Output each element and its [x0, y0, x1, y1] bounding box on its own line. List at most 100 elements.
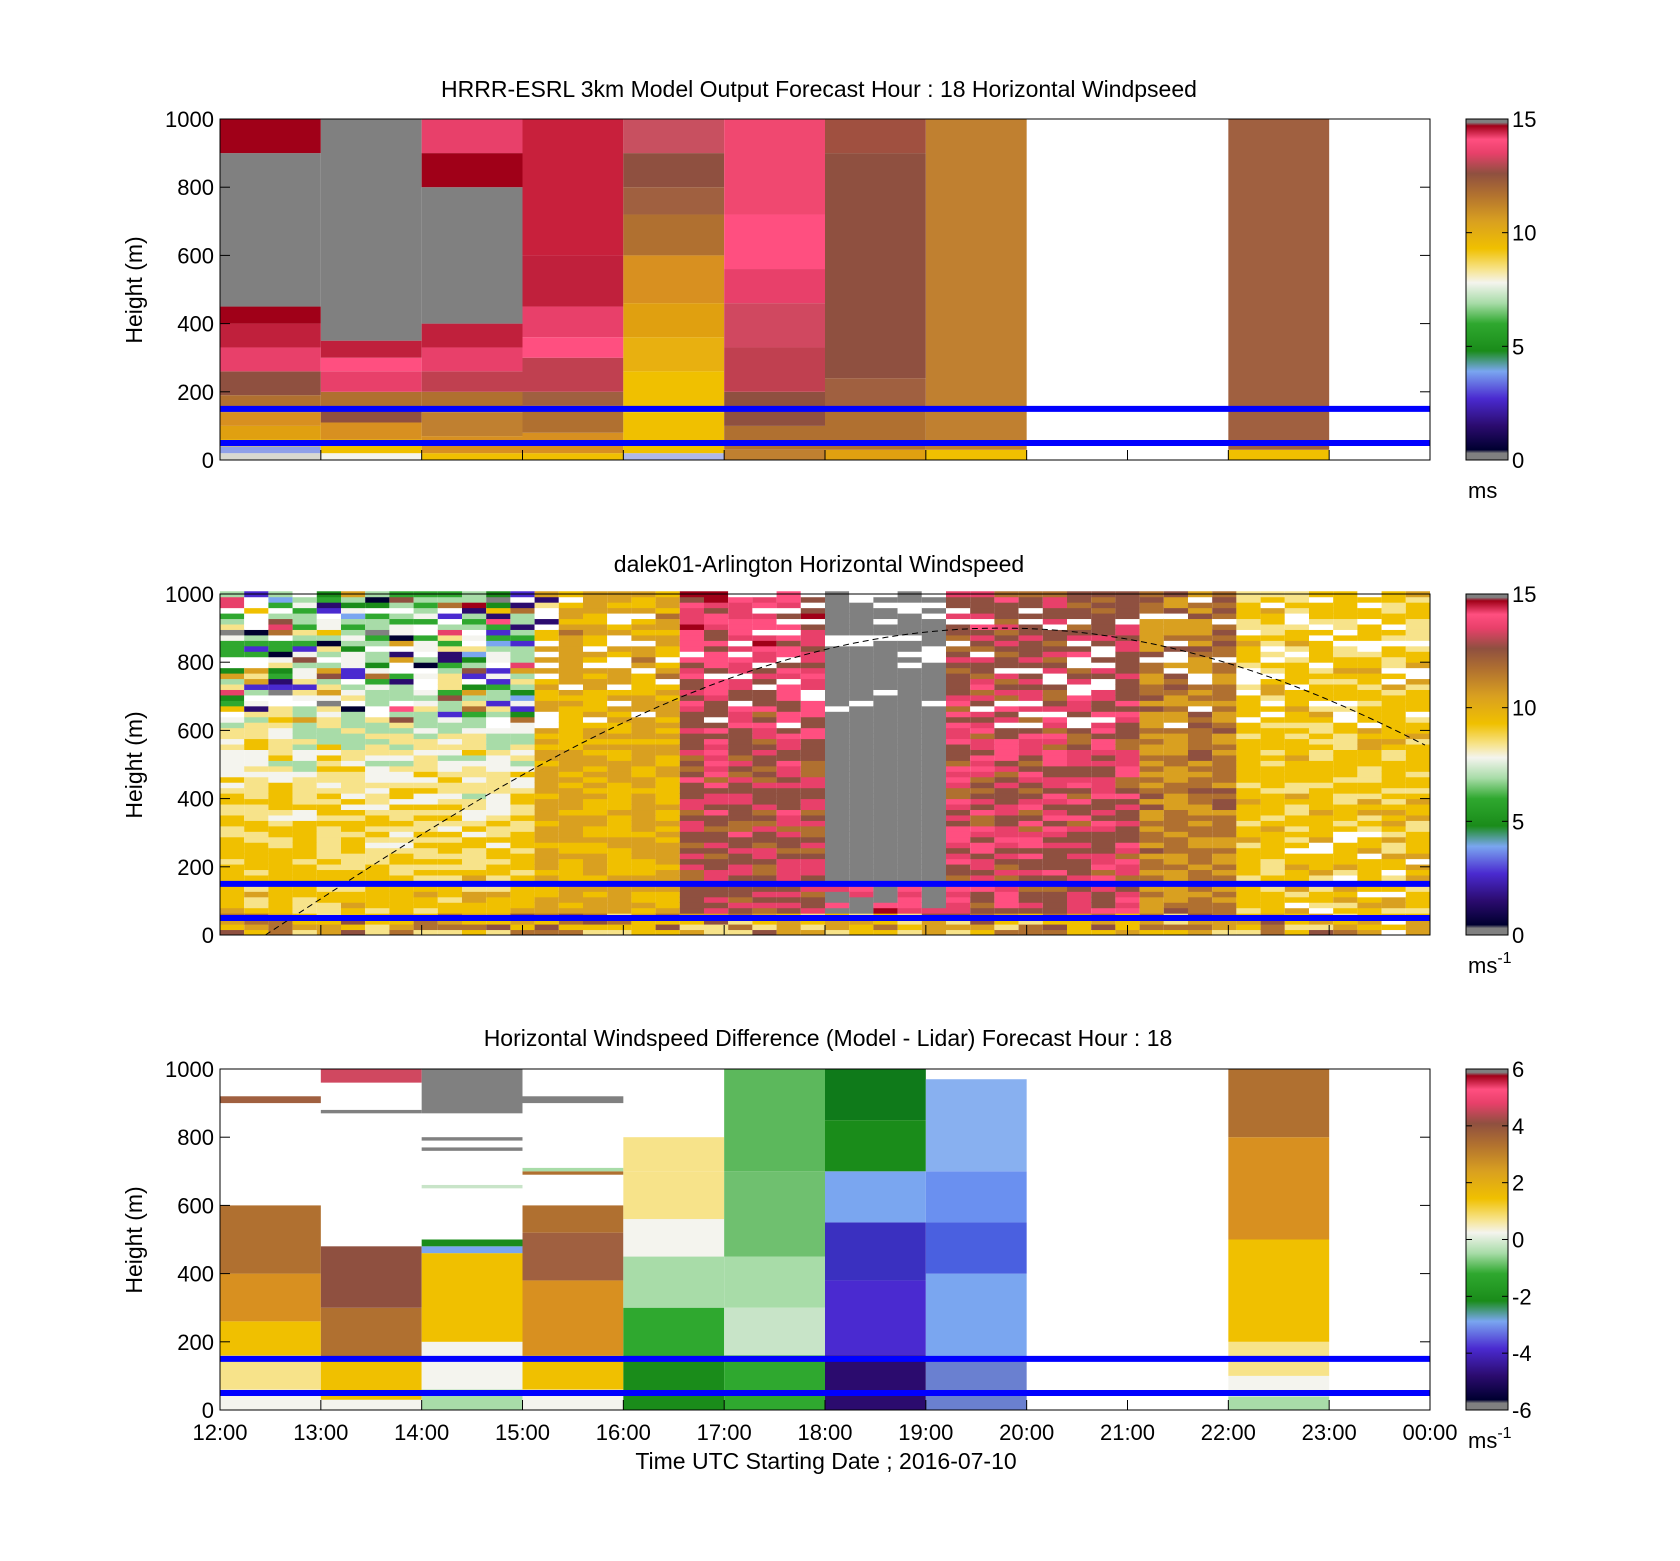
data-cell [655, 793, 680, 800]
y-tick-label: 800 [177, 1125, 214, 1150]
data-cell [583, 744, 608, 750]
data-cell [1212, 749, 1237, 756]
data-cell [558, 684, 583, 690]
data-cell [1236, 869, 1261, 876]
data-cell [1163, 771, 1188, 778]
data-cell [1333, 656, 1358, 663]
data-cell [849, 869, 874, 876]
data-cell [946, 678, 971, 685]
data-cell [1381, 662, 1406, 669]
data-cell [1139, 738, 1164, 745]
data-cell [220, 765, 245, 772]
data-cell [1236, 924, 1261, 931]
colorbar-tick-label: 0 [1512, 1228, 1524, 1253]
data-cell [413, 918, 438, 925]
data-cell [728, 678, 753, 685]
data-cell [1163, 634, 1188, 641]
data-cell [316, 804, 341, 811]
data-cell [389, 607, 414, 614]
data-cell [341, 656, 366, 663]
data-cell [849, 749, 874, 756]
data-cell [268, 869, 293, 876]
data-cell [389, 776, 414, 783]
data-cell [873, 678, 898, 685]
colorbar-gradient [1465, 118, 1509, 461]
data-cell [704, 662, 729, 669]
data-cell [534, 853, 559, 860]
data-cell [486, 700, 511, 707]
data-cell [510, 847, 535, 854]
data-cell [558, 645, 583, 652]
data-cell [268, 722, 293, 729]
data-cell [946, 716, 971, 723]
data-cell [244, 804, 269, 811]
data-cell [462, 694, 487, 701]
data-cell [825, 694, 850, 701]
data-cell [921, 842, 946, 849]
data-cell [1309, 733, 1334, 740]
data-cell [607, 918, 632, 925]
data-cell [921, 896, 946, 903]
data-cell [341, 842, 366, 849]
data-cell [994, 782, 1019, 789]
data-cell [534, 662, 559, 669]
data-cell [607, 667, 632, 674]
data-cell [437, 874, 462, 881]
data-cell [244, 814, 269, 821]
data-cell [1381, 749, 1406, 756]
data-cell [1236, 640, 1261, 647]
data-cell [1163, 711, 1188, 718]
data-cell [800, 744, 825, 750]
data-cell [292, 738, 317, 745]
colorbar-tick-label: 10 [1512, 696, 1536, 721]
data-cell [220, 453, 321, 460]
data-cell [946, 651, 971, 658]
data-cell [873, 820, 898, 827]
data-cell [1091, 858, 1116, 865]
data-cell [558, 694, 583, 701]
data-cell [1236, 853, 1261, 860]
data-cell [1405, 722, 1430, 729]
data-cell [607, 776, 632, 783]
data-cell [534, 814, 559, 821]
data-cell [776, 634, 801, 641]
data-cell [583, 613, 608, 620]
data-cell [1357, 629, 1382, 636]
data-cell [728, 814, 753, 821]
data-cell [1042, 831, 1067, 838]
data-cell [1212, 804, 1237, 811]
data-cell [800, 885, 825, 892]
data-cell [1309, 814, 1334, 821]
data-cell [341, 678, 366, 685]
data-cell [607, 651, 632, 658]
data-cell [268, 842, 293, 849]
data-cell [1284, 656, 1309, 663]
x-tick-label: 20:00 [999, 1420, 1054, 1445]
data-cell [631, 771, 656, 778]
data-cell [583, 711, 608, 718]
data-cell [1405, 618, 1430, 625]
data-cell [897, 782, 922, 789]
data-cell [752, 618, 777, 625]
data-cell [1236, 814, 1261, 821]
data-cell [389, 629, 414, 636]
data-cell [631, 804, 656, 811]
data-cell [1260, 727, 1285, 734]
data-cell [946, 858, 971, 865]
data-cell [946, 694, 971, 701]
data-cell [1333, 727, 1358, 734]
x-tick-label: 15:00 [495, 1420, 550, 1445]
data-cell [1139, 716, 1164, 723]
data-cell [1381, 765, 1406, 772]
data-cell [1357, 836, 1382, 843]
panel-lidar-dashed-curve [265, 627, 1426, 936]
data-cell [623, 214, 725, 256]
data-cell [921, 673, 946, 680]
data-cell [522, 337, 624, 358]
data-cell [558, 929, 583, 936]
data-cell [462, 902, 487, 909]
data-cell [292, 760, 317, 767]
data-cell [583, 787, 608, 794]
data-cell [510, 744, 535, 750]
data-cell [1405, 885, 1430, 892]
